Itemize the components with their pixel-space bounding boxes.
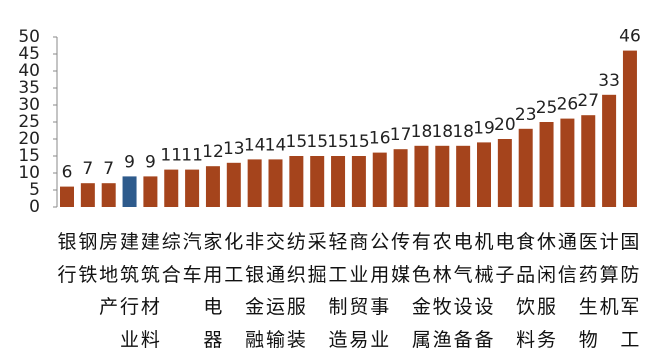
x-tick-label: 采掘 xyxy=(307,231,327,286)
bar xyxy=(414,145,429,207)
y-tick-label: 45 xyxy=(18,44,40,64)
x-tick-label: 钢铁 xyxy=(78,231,98,286)
y-tick-label: 35 xyxy=(18,78,40,98)
x-tick-label: 电子 xyxy=(495,231,515,286)
value-label: 7 xyxy=(82,159,93,179)
bar xyxy=(622,50,637,207)
value-label: 11 xyxy=(160,146,182,166)
value-label: 46 xyxy=(619,27,641,47)
x-tick-label: 汽车 xyxy=(182,231,202,286)
value-label: 15 xyxy=(306,132,328,152)
y-tick-label: 0 xyxy=(29,197,40,217)
x-tick-label: 建筑材料 xyxy=(140,231,160,351)
value-label: 23 xyxy=(515,105,537,125)
x-tick-label: 银行 xyxy=(57,231,77,286)
bar xyxy=(268,159,283,207)
bar xyxy=(164,169,179,207)
value-label: 17 xyxy=(390,125,412,145)
bar xyxy=(518,128,533,207)
bar xyxy=(331,156,346,207)
x-tick-label: 休闲服务 xyxy=(537,231,557,351)
bar xyxy=(185,169,200,207)
bar xyxy=(351,156,366,207)
bar xyxy=(602,94,617,207)
x-tick-label: 纺织服装 xyxy=(286,231,306,351)
bar xyxy=(456,145,471,207)
bar xyxy=(372,152,387,207)
bar xyxy=(560,118,575,207)
x-tick-label: 房地产 xyxy=(99,231,119,318)
bar xyxy=(80,183,95,207)
value-label: 25 xyxy=(536,98,558,118)
value-label: 7 xyxy=(103,159,114,179)
bar xyxy=(60,186,74,207)
value-label: 15 xyxy=(286,132,308,152)
y-tick-label: 10 xyxy=(18,163,40,183)
y-tick-label: 15 xyxy=(18,146,40,166)
value-label: 9 xyxy=(145,152,156,172)
x-tick-label: 电气设备 xyxy=(453,231,473,351)
bar xyxy=(310,156,325,207)
value-label: 15 xyxy=(348,132,370,152)
bar xyxy=(226,162,241,207)
value-label: 6 xyxy=(62,163,73,183)
value-label: 33 xyxy=(598,71,620,91)
x-tick-label: 国防军工 xyxy=(620,231,640,351)
value-label: 20 xyxy=(494,115,516,135)
x-tick-label: 轻工制造 xyxy=(328,231,348,351)
bar xyxy=(289,156,304,207)
x-tick-label: 非银金融 xyxy=(245,231,265,351)
bar xyxy=(247,159,262,207)
x-tick-label: 家用电器 xyxy=(203,231,223,351)
value-label: 19 xyxy=(473,118,495,138)
value-label: 26 xyxy=(557,95,579,115)
bar xyxy=(393,149,408,207)
y-tick-label: 20 xyxy=(18,129,40,149)
x-tick-label: 有色金属 xyxy=(411,231,431,351)
x-tick-label: 传媒 xyxy=(391,231,411,286)
bar xyxy=(477,142,491,207)
x-tick-label: 机械设备 xyxy=(474,231,494,351)
y-tick-label: 50 xyxy=(18,27,40,47)
value-label: 9 xyxy=(124,152,135,172)
value-label: 13 xyxy=(223,139,245,159)
value-label: 12 xyxy=(202,142,224,162)
x-tick-label: 交通运输 xyxy=(265,231,285,351)
x-tick-label: 通信 xyxy=(557,231,577,286)
bar xyxy=(143,176,158,207)
value-label: 14 xyxy=(265,135,287,155)
x-tick-label: 医药生物 xyxy=(578,231,598,351)
value-label: 14 xyxy=(244,135,266,155)
y-tick-label: 25 xyxy=(18,112,40,132)
y-tick-label: 30 xyxy=(18,95,40,115)
value-label: 27 xyxy=(577,91,599,111)
x-tick-label: 公用事业 xyxy=(370,231,390,351)
y-tick-label: 40 xyxy=(18,61,40,81)
bar xyxy=(205,166,220,207)
bar xyxy=(581,115,596,207)
x-tick-label: 农林牧渔 xyxy=(432,231,452,351)
bar xyxy=(497,139,512,207)
x-tick-label: 建筑行业 xyxy=(120,231,140,351)
x-tick-label: 化工 xyxy=(224,231,244,286)
value-label: 11 xyxy=(181,146,203,166)
bar xyxy=(101,183,116,207)
value-label: 15 xyxy=(327,132,349,152)
y-tick-label: 5 xyxy=(29,180,40,200)
x-tick-label: 食品饮料 xyxy=(516,231,536,351)
bar xyxy=(435,145,450,207)
value-label: 18 xyxy=(452,122,474,142)
x-tick-label: 综合 xyxy=(161,231,181,286)
x-tick-label: 商业贸易 xyxy=(349,231,369,351)
value-label: 18 xyxy=(411,122,433,142)
value-label: 18 xyxy=(431,122,453,142)
bar xyxy=(539,122,554,207)
bar xyxy=(122,176,137,207)
value-label: 16 xyxy=(369,129,391,149)
x-tick-label: 计算机 xyxy=(599,231,619,318)
